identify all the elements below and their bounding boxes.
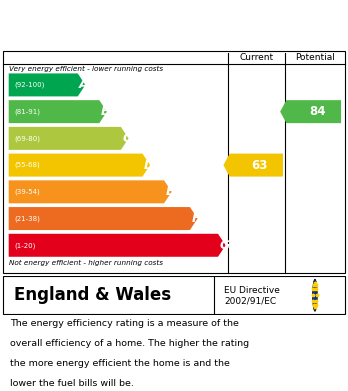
Text: Energy Efficiency Rating: Energy Efficiency Rating [10, 15, 239, 34]
Text: (81-91): (81-91) [14, 108, 40, 115]
Polygon shape [223, 154, 283, 177]
Text: 84: 84 [309, 105, 325, 118]
Text: overall efficiency of a home. The higher the rating: overall efficiency of a home. The higher… [10, 339, 250, 348]
Text: Very energy efficient - lower running costs: Very energy efficient - lower running co… [9, 66, 163, 72]
Polygon shape [280, 100, 341, 123]
Text: (21-38): (21-38) [14, 215, 40, 222]
Text: England & Wales: England & Wales [14, 286, 171, 304]
Polygon shape [9, 127, 128, 150]
Polygon shape [9, 100, 107, 123]
Polygon shape [9, 180, 172, 203]
Text: (39-54): (39-54) [14, 188, 40, 195]
Text: Current: Current [239, 53, 274, 62]
Text: the more energy efficient the home is and the: the more energy efficient the home is an… [10, 359, 230, 368]
Polygon shape [9, 207, 198, 230]
Text: (69-80): (69-80) [14, 135, 40, 142]
Text: G: G [219, 239, 230, 252]
Text: (55-68): (55-68) [14, 162, 40, 169]
Text: The energy efficiency rating is a measure of the: The energy efficiency rating is a measur… [10, 319, 239, 328]
Polygon shape [9, 234, 226, 257]
Polygon shape [9, 74, 85, 97]
Text: C: C [122, 132, 132, 145]
Polygon shape [9, 154, 150, 177]
Text: D: D [144, 159, 154, 172]
Text: Not energy efficient - higher running costs: Not energy efficient - higher running co… [9, 260, 163, 266]
Text: E: E [165, 185, 174, 198]
Text: Potential: Potential [295, 53, 334, 62]
Text: EU Directive: EU Directive [224, 286, 280, 295]
Text: (1-20): (1-20) [14, 242, 35, 249]
Text: A: A [79, 79, 89, 91]
Text: B: B [101, 105, 110, 118]
Text: lower the fuel bills will be.: lower the fuel bills will be. [10, 379, 134, 388]
Text: (92-100): (92-100) [14, 82, 44, 88]
Ellipse shape [313, 279, 317, 311]
Text: F: F [191, 212, 200, 225]
Text: 2002/91/EC: 2002/91/EC [224, 296, 277, 306]
Text: 63: 63 [252, 159, 268, 172]
